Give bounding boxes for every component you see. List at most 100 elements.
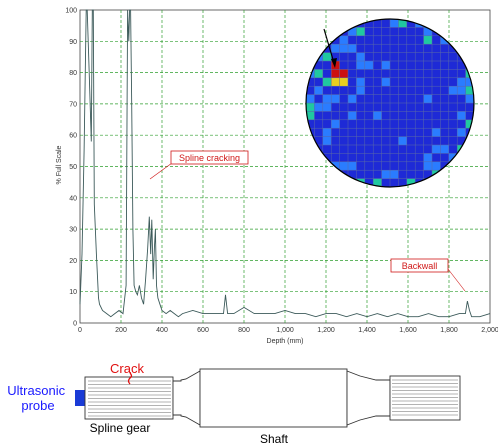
cscan-cell [364, 61, 374, 70]
x-tick-label: 0 [78, 327, 82, 334]
y-tick-label: 40 [69, 195, 77, 202]
cscan-cell [322, 52, 332, 61]
ultrasonic-probe [75, 390, 85, 406]
callout-text-backwall: Backwall [402, 261, 438, 271]
cscan-cell [339, 77, 348, 87]
shaft-taper-right [346, 370, 391, 426]
x-tick-label: 1,600 [399, 327, 417, 334]
cscan-cell [423, 94, 432, 103]
spline-teeth-left [88, 380, 171, 417]
cscan-cell [457, 128, 466, 137]
y-tick-label: 70 [69, 101, 77, 108]
cscan-outline [305, 18, 475, 188]
y-tick-labels: 0 10 20 30 40 50 60 70 80 90 100 [65, 8, 77, 328]
x-tick-label: 1,200 [317, 327, 335, 334]
cscan-cell [322, 103, 332, 112]
callout-text-spline-cracking: Spline cracking [179, 153, 240, 163]
x-tick-label: 600 [197, 327, 209, 334]
cscan-cell [306, 111, 315, 120]
cscan-cell [381, 170, 390, 179]
cscan-disk [305, 18, 475, 188]
y-tick-label: 50 [69, 164, 77, 171]
cscan-cell [322, 136, 332, 145]
y-tick-label: 30 [69, 227, 77, 234]
cscan-cell [348, 94, 357, 103]
y-tick-label: 100 [65, 8, 77, 15]
x-tick-label: 1,000 [276, 327, 294, 334]
spline-teeth-right [392, 379, 458, 416]
cscan-cell [356, 52, 365, 61]
x-tick-label: 1,400 [358, 327, 376, 334]
cscan-cell [314, 69, 323, 78]
cscan-cell [465, 77, 474, 87]
cscan-cell [381, 77, 390, 87]
cscan-cell [356, 77, 365, 87]
cscan-cell [465, 94, 474, 103]
cscan-cell [348, 27, 357, 36]
x-tick-label: 400 [156, 327, 168, 334]
callout-leader-spline [149, 162, 173, 180]
defect-arrow-head [331, 58, 337, 68]
cscan-cell [373, 111, 382, 120]
cscan-cell [339, 44, 348, 53]
x-tick-label: 200 [115, 327, 127, 334]
cscan-cell [457, 111, 466, 120]
y-tick-label: 10 [69, 289, 77, 296]
cscan-cell [322, 77, 332, 87]
cscan-cell [432, 128, 441, 137]
crack-label: Crack [110, 361, 144, 376]
cscan-cell [440, 35, 449, 45]
cscan-cell [356, 86, 365, 95]
cscan-cell [448, 86, 458, 95]
cscan-cell [406, 178, 416, 187]
ultrasonic-probe-label: Ultrasonic probe [7, 383, 68, 413]
cscan-cell [306, 94, 315, 103]
y-tick-label: 60 [69, 133, 77, 140]
callout-leader-backwall [447, 268, 466, 292]
cscan-cell [322, 94, 332, 103]
cscan-cell [423, 27, 432, 36]
cscan-cell [398, 19, 407, 28]
shaft-body [199, 368, 348, 428]
cscan-cell [331, 119, 340, 129]
cscan-cell [465, 86, 474, 95]
spline-gear-label: Spline gear [90, 421, 151, 435]
x-tick-label: 2,000 [481, 327, 498, 334]
cscan-cell [465, 119, 474, 129]
x-tick-label: 800 [238, 327, 250, 334]
x-axis-label: Depth (mm) [267, 338, 304, 345]
shaft-label: Shaft [260, 432, 289, 446]
spline-gear-right [389, 375, 461, 421]
cscan-cell [440, 145, 449, 154]
defect-arrow [323, 28, 335, 64]
cscan-cell [432, 145, 441, 154]
x-tick-label: 1,800 [440, 327, 458, 334]
cscan-cell [331, 77, 340, 87]
callout-spline-cracking: Spline cracking [149, 150, 249, 180]
cscan-cell [373, 178, 382, 187]
cscan-cell [423, 153, 432, 162]
y-tick-label: 90 [69, 39, 77, 46]
cscan-cell [457, 86, 466, 95]
cscan-cell [314, 103, 323, 112]
cscan-cell [423, 161, 432, 171]
cscan-cell [432, 161, 441, 171]
crack-marker [127, 372, 133, 385]
y-axis-label: % Full Scale [56, 145, 63, 184]
cscan-cell [331, 44, 340, 53]
y-tick-label: 80 [69, 70, 77, 77]
cscan-cell [356, 27, 365, 36]
cscan-cell [356, 61, 365, 70]
callout-box-backwall [390, 258, 449, 273]
cscan-cell [390, 19, 399, 28]
cscan-cell [339, 161, 348, 171]
callout-box-spline [170, 150, 249, 165]
shaft-collar-left [172, 370, 201, 426]
cscan-cell [314, 86, 323, 95]
cscan-cell [339, 35, 348, 45]
y-tick-label: 20 [69, 258, 77, 265]
x-tick-labels: 0 200 400 600 800 1,000 1,200 1,400 1,600 1,800 2,… [78, 327, 498, 334]
cscan-grid [306, 19, 474, 187]
cscan-cell [348, 111, 357, 120]
